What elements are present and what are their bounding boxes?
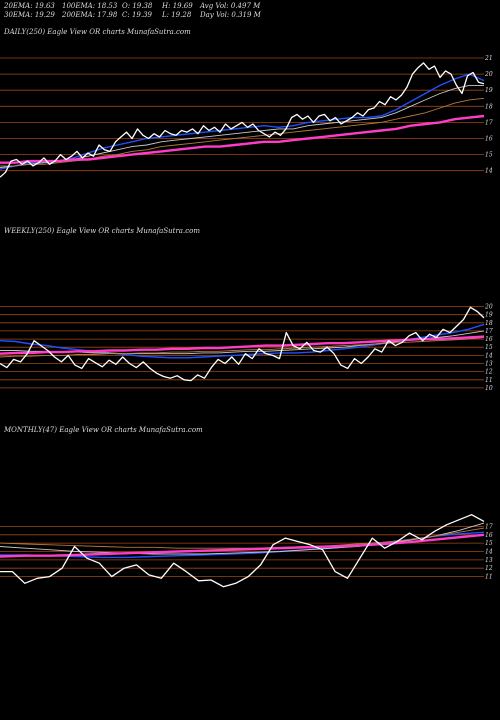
- y-tick-label: 17: [485, 523, 493, 530]
- y-tick-label: 19: [485, 87, 493, 94]
- y-tick-label: 13: [485, 557, 493, 564]
- series-ema-long: [0, 337, 485, 358]
- y-tick-label: 11: [485, 377, 493, 384]
- y-tick-label: 16: [485, 136, 493, 143]
- y-tick-label: 10: [485, 385, 493, 392]
- y-tick-label: 18: [485, 320, 493, 327]
- y-tick-label: 12: [485, 369, 493, 376]
- header-stats: 20EMA: 19.63 100EMA: 18.53 O: 19.38 H: 1…: [3, 2, 262, 19]
- y-tick-label: 15: [485, 344, 493, 351]
- y-tick-label: 14: [485, 168, 493, 175]
- y-tick-label: 14: [485, 352, 493, 359]
- y-tick-label: 16: [485, 532, 493, 539]
- y-tick-label: 14: [485, 549, 493, 556]
- series-ema-200: [0, 114, 485, 164]
- y-tick-label: 17: [485, 119, 493, 126]
- stat-open: O: 19.38: [122, 2, 153, 10]
- stat-close: C: 19.39: [122, 11, 153, 19]
- stat-avg-vol: Avg Vol: 0.497 M: [199, 2, 261, 10]
- weekly-chart-title: WEEKLY(250) Eagle View OR charts MunafaS…: [4, 227, 200, 235]
- series-ema-200: [0, 335, 485, 355]
- y-tick-label: 15: [485, 152, 493, 159]
- y-tick-label: 13: [485, 361, 493, 368]
- stat-20ema: 20EMA: 19.63: [3, 2, 55, 10]
- stat-30ema: 30EMA: 19.29: [4, 11, 55, 19]
- y-tick-label: 11: [485, 574, 493, 581]
- daily-chart-panel: 21 20 19 18 17 16 15 14: [0, 55, 493, 178]
- stat-day-vol: Day Vol: 0.319 M: [199, 11, 262, 19]
- y-tick-label: 20: [484, 304, 493, 311]
- series-price: [0, 514, 485, 588]
- y-tick-label: 18: [485, 103, 493, 110]
- series-price: [0, 306, 485, 382]
- stat-high: H: 19.69: [161, 2, 193, 10]
- series-ema-200: [0, 533, 485, 558]
- stat-low: L: 19.28: [161, 11, 192, 19]
- y-tick-label: 12: [485, 565, 493, 572]
- y-tick-label: 20: [484, 71, 493, 78]
- series-price: [0, 62, 485, 178]
- y-tick-label: 19: [485, 312, 493, 319]
- y-tick-label: 15: [485, 540, 493, 547]
- y-tick-label: 16: [485, 336, 493, 343]
- monthly-chart-title: MONTHLY(47) Eagle View OR charts MunafaS…: [3, 426, 203, 434]
- y-tick-label: 21: [484, 55, 493, 62]
- daily-chart-title: DAILY(250) Eagle View OR charts MunafaSu…: [3, 28, 191, 36]
- stat-100ema: 100EMA: 18.53: [62, 2, 118, 10]
- y-tick-label: 17: [485, 328, 493, 335]
- stat-200ema: 200EMA: 17.98: [61, 11, 118, 19]
- series-ema-mid: [0, 84, 484, 168]
